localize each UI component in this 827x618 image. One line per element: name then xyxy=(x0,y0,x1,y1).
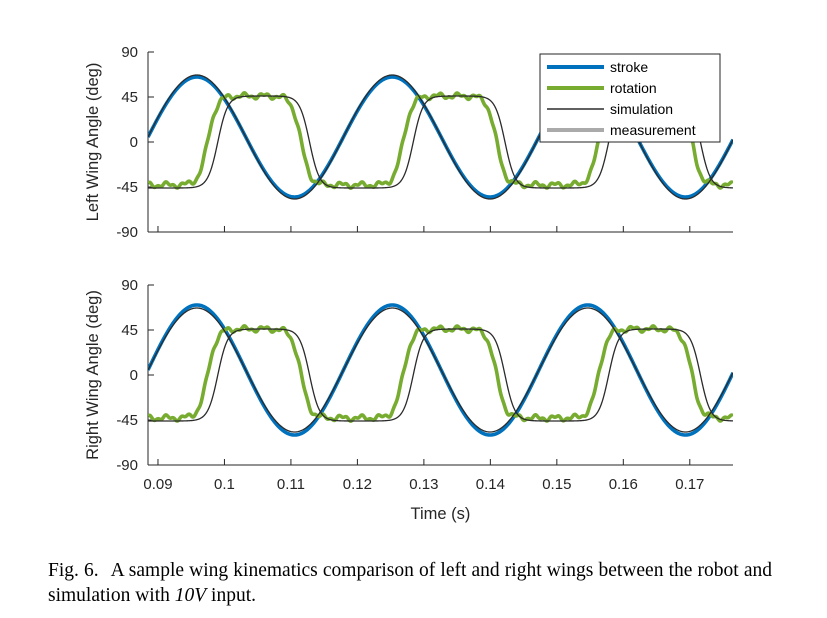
y-tick-label: -90 xyxy=(116,224,138,241)
x-tick-label: 0.15 xyxy=(542,476,571,493)
y-tick-label: 90 xyxy=(121,44,138,61)
x-tick-label: 0.14 xyxy=(476,476,505,493)
x-tick-label: 0.12 xyxy=(343,476,372,493)
y-tick-label: -45 xyxy=(116,179,138,196)
y-tick-label: -90 xyxy=(116,457,138,474)
rotation-measurement-line xyxy=(148,324,733,423)
x-tick-label: 0.11 xyxy=(277,476,305,493)
x-axis-label: Time (s) xyxy=(411,505,471,523)
caption-math: 10V xyxy=(174,585,207,606)
y-axis-label: Right Wing Angle (deg) xyxy=(84,290,102,460)
x-tick-label: 0.17 xyxy=(675,476,704,493)
x-tick-label: 0.13 xyxy=(409,476,438,493)
y-tick-label: 45 xyxy=(121,322,138,339)
y-tick-label: 0 xyxy=(130,134,138,151)
caption-text-end: input. xyxy=(206,585,257,606)
y-tick-label: 0 xyxy=(130,367,138,384)
caption-fig-label: Fig. 6. xyxy=(48,560,99,581)
y-tick-label: 90 xyxy=(121,277,138,294)
y-tick-label: 45 xyxy=(121,89,138,106)
y-axis-label: Left Wing Angle (deg) xyxy=(84,63,102,222)
x-tick-label: 0.1 xyxy=(214,476,235,493)
right-wing-panel: 90 45 0 -45 -90 0.09 0.1 0.11 0.12 0.13 0.14 0.15 0.… xyxy=(84,277,733,523)
x-tick-label: 0.09 xyxy=(143,476,172,493)
y-tick-label: -45 xyxy=(116,412,138,429)
x-tick-label: 0.16 xyxy=(609,476,638,493)
figure-caption: Fig. 6. A sample wing kinematics comparis… xyxy=(48,558,772,608)
rotation-simulation-line xyxy=(148,328,733,422)
legend-label-measurement: measurement xyxy=(610,122,696,138)
left-wing-panel: 90 45 0 -45 -90 Left Wing Angle (deg) stroke ro… xyxy=(84,44,733,241)
legend-label-simulation: simulation xyxy=(610,101,673,117)
legend-label-rotation: rotation xyxy=(610,80,657,96)
caption-text: A sample wing kinematics comparison of l… xyxy=(48,560,772,606)
stroke-simulation-line xyxy=(148,307,733,433)
legend: stroke rotation simulation measurement xyxy=(539,53,721,143)
legend-label-stroke: stroke xyxy=(610,59,648,75)
